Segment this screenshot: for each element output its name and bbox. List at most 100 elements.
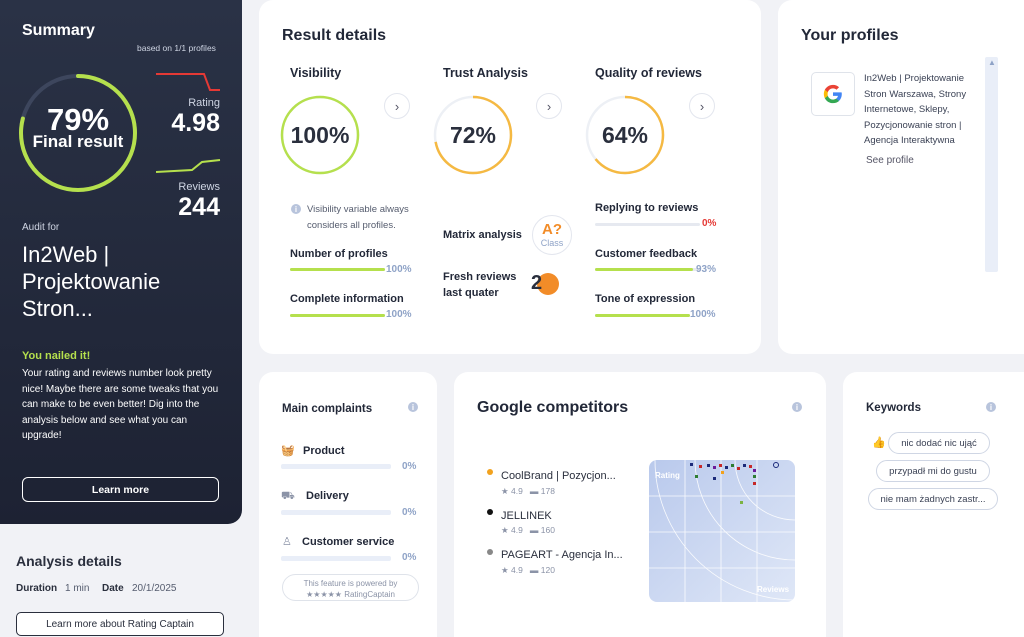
class-badge: A? Class <box>532 215 572 255</box>
competitor-dot <box>487 509 493 515</box>
keywords-title: Keywords <box>866 402 921 414</box>
scatter-point <box>740 501 743 504</box>
competitor-rating: 4.9 <box>510 525 523 535</box>
visibility-note: Visibility variable always considers all… <box>307 204 409 231</box>
star-icon: ★ <box>501 525 511 535</box>
profile-name-line: Agencja Interaktywna <box>864 135 955 147</box>
complaint-product-pct: 0% <box>402 461 417 472</box>
competitor-reviews: 120 <box>540 565 555 575</box>
chart-reviews-label: Reviews <box>757 585 790 594</box>
scatter-point <box>753 475 756 478</box>
matrix-analysis-label: Matrix analysis <box>443 229 522 241</box>
scatter-point <box>713 466 716 469</box>
reviews-value: 244 <box>178 193 220 221</box>
keyword-chip[interactable]: nie mam żadnych zastr... <box>868 488 998 510</box>
scatter-point <box>749 465 752 468</box>
class-letter: A? <box>542 221 562 238</box>
visibility-gauge <box>280 95 360 175</box>
summary-panel: Summary based on 1/1 profiles 79% Final … <box>0 0 242 524</box>
learn-more-button[interactable]: Learn more <box>22 477 219 502</box>
reviews-label: Reviews <box>178 181 220 193</box>
see-profile-link[interactable]: See profile <box>866 155 914 166</box>
trust-pct: 72% <box>449 121 497 148</box>
rating-label: Rating <box>188 97 220 109</box>
comment-icon: ▬ <box>522 486 541 496</box>
competitor-scatter-chart: Rating Reviews <box>649 460 795 602</box>
comment-icon: ▬ <box>522 525 541 535</box>
profile-name-line: In2Web | Projektowanie <box>864 73 964 84</box>
info-icon: i <box>792 402 802 412</box>
complete-information-bar <box>290 314 385 317</box>
keywords-card: Keywords i 👍 nic dodać nic ująć przypadł… <box>843 372 1024 637</box>
scroll-up-icon[interactable]: ▲ <box>988 58 996 67</box>
star-icon: ★ <box>501 565 511 575</box>
chevron-right-icon: › <box>699 98 705 114</box>
scatter-point <box>690 463 693 466</box>
visibility-expand-button[interactable]: › <box>384 93 410 119</box>
duration-value: 1 min <box>65 583 90 594</box>
complaint-product-bar <box>281 464 391 469</box>
thumbs-up-icon: 👍 <box>872 437 886 449</box>
scatter-point <box>737 467 740 470</box>
complete-information-pct: 100% <box>386 309 412 320</box>
visibility-pct: 100% <box>290 121 350 148</box>
comment-icon: ▬ <box>522 565 541 575</box>
google-competitors-title: Google competitors <box>477 399 629 416</box>
quality-pct: 64% <box>601 121 649 148</box>
summary-title: Summary <box>22 22 95 39</box>
powered-by-badge: This feature is powered by ★★★★★ RatingC… <box>282 574 419 601</box>
competitor-name[interactable]: CoolBrand | Pozycjon... <box>501 470 616 482</box>
analysis-details-title: Analysis details <box>16 553 122 569</box>
profile-name-line: Stron Warszawa, Strony <box>864 88 967 100</box>
keyword-chip[interactable]: przypadł mi do gustu <box>876 460 990 482</box>
info-icon: i <box>408 402 418 412</box>
number-of-profiles-bar <box>290 268 385 271</box>
scatter-point <box>721 471 724 474</box>
competitor-name[interactable]: PAGEART - Agencja In... <box>501 549 623 561</box>
profile-name-line: Internetowe, Sklepy, <box>864 104 950 116</box>
competitor-rating: 4.9 <box>510 486 523 496</box>
result-details-title: Result details <box>282 27 387 44</box>
fresh-reviews-dot <box>537 273 559 295</box>
learn-more-rating-captain-button[interactable]: Learn more about Rating Captain <box>16 612 224 636</box>
scatter-point <box>695 475 698 478</box>
quality-expand-button[interactable]: › <box>689 93 715 119</box>
quality-gauge <box>585 95 665 175</box>
tone-label: Tone of expression <box>595 293 696 305</box>
person-icon: ♙ <box>282 536 292 548</box>
profiles-scrollbar[interactable]: ▲ <box>985 57 998 272</box>
audit-name-line-3: Stron... <box>22 296 93 321</box>
nailed-it-title: You nailed it! <box>22 350 91 362</box>
result-details-card: Result details Visibility 100% › i Visib… <box>259 0 761 354</box>
class-label: Class <box>540 238 564 248</box>
powered-by-text: This feature is powered by <box>303 579 398 588</box>
competitor-dot <box>487 549 493 555</box>
trust-gauge <box>433 95 513 175</box>
scatter-point <box>699 465 702 468</box>
competitor-stats: ★ 4.9 ▬ 160 <box>501 525 555 536</box>
info-icon: i <box>291 204 301 214</box>
competitor-stats: ★ 4.9 ▬ 178 <box>501 486 555 497</box>
complaint-delivery-bar <box>281 510 391 515</box>
audit-name-line-2: Projektowanie <box>22 269 161 294</box>
chart-rating-label: Rating <box>655 471 680 480</box>
chevron-right-icon: › <box>546 98 552 114</box>
star-icon: ★ <box>501 486 511 496</box>
competitor-rating: 4.9 <box>510 565 523 575</box>
main-complaints-title: Main complaints <box>282 403 373 415</box>
complaint-service-pct: 0% <box>402 552 417 563</box>
date-value: 20/1/2025 <box>132 583 177 594</box>
tone-pct: 100% <box>690 309 716 320</box>
trust-analysis-title: Trust Analysis <box>443 66 528 80</box>
competitor-name[interactable]: JELLINEK <box>501 510 552 522</box>
basket-icon: 🧺 <box>281 445 295 457</box>
competitor-reviews: 160 <box>540 525 555 535</box>
number-of-profiles-label: Number of profiles <box>290 248 388 260</box>
customer-feedback-pct: 93% <box>696 264 717 275</box>
replying-bar <box>595 223 700 226</box>
fresh-reviews-label: Fresh reviews <box>443 271 517 283</box>
replying-label: Replying to reviews <box>595 202 699 214</box>
trust-expand-button[interactable]: › <box>536 93 562 119</box>
audit-name-line-1: In2Web | <box>22 242 110 267</box>
keyword-chip[interactable]: nic dodać nic ująć <box>888 432 990 454</box>
